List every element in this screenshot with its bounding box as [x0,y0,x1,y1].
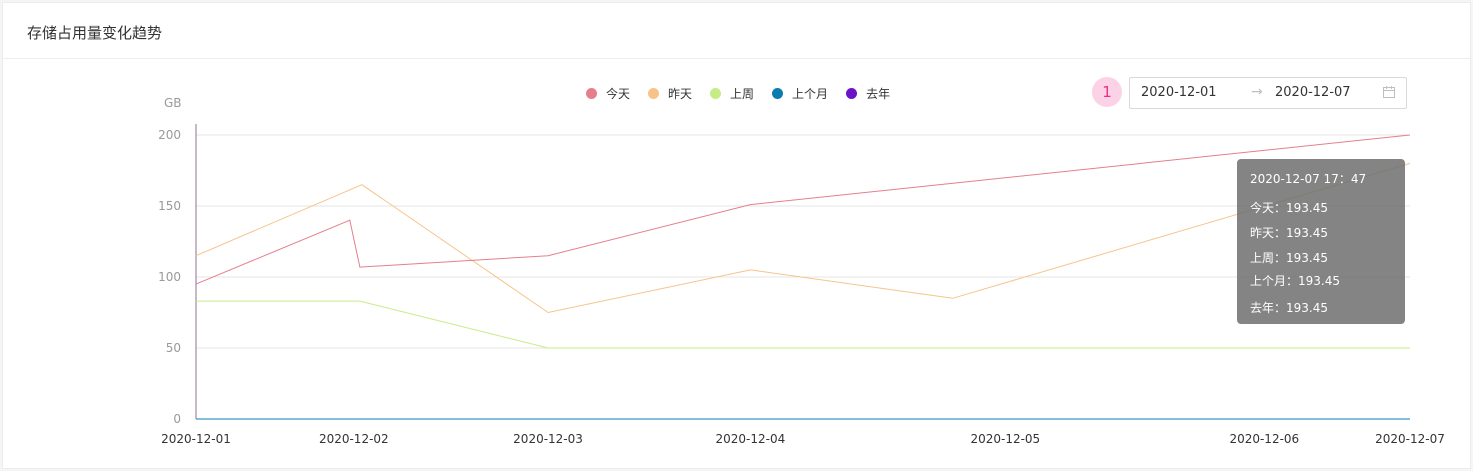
y-axis-unit: GB [164,96,182,110]
tooltip-row-last-year: 去年：193.45 [1250,301,1328,315]
series-line-0 [195,134,1411,285]
legend-dot-last-year [846,87,858,99]
tooltip-row-today: 今天：193.45 [1250,201,1328,215]
y-tick-label-200: 200 [158,128,181,142]
legend-label-last-month: 上个月 [792,86,829,101]
legend-item-last-year[interactable]: 去年 [846,85,890,102]
x-tick-label-5: 2020-12-06 [1229,432,1299,446]
calendar-icon[interactable] [1382,85,1396,99]
legend-item-last-month[interactable]: 上个月 [772,85,828,102]
y-tick-label-0: 0 [173,412,181,426]
legend-label-yesterday: 昨天 [668,86,693,101]
legend-item-yesterday[interactable]: 昨天 [648,85,692,102]
date-range-picker[interactable]: 2020-12-01 → 2020-12-07 [1129,77,1407,109]
legend-label-last-year: 去年 [866,86,891,101]
x-tick-label-0: 2020-12-01 [161,432,231,446]
card-title: 存储占用量变化趋势 [27,24,163,42]
x-tick-label-6: 2020-12-07 [1375,432,1445,446]
range-start-input[interactable]: 2020-12-01 [1141,85,1217,100]
tooltip-row-last-month: 上个月：193.45 [1250,274,1340,288]
legend-item-today[interactable]: 今天 [586,85,630,102]
y-tick-label-150: 150 [158,199,181,213]
y-tick-label-100: 100 [158,270,181,284]
legend-label-today: 今天 [606,86,631,101]
x-tick-label-1: 2020-12-02 [319,432,389,446]
legend-dot-last-month [772,87,784,99]
legend-label-last-week: 上周 [730,86,755,101]
y-tick-label-50: 50 [166,341,181,355]
x-tick-label-2: 2020-12-03 [513,432,583,446]
chart-legend: 今天 昨天 上周 上个月 去年 [586,84,908,102]
range-end-input[interactable]: 2020-12-07 [1275,85,1351,100]
tooltip-row-yesterday: 昨天：193.45 [1250,226,1328,240]
x-tick-label-4: 2020-12-05 [970,432,1040,446]
legend-dot-today [586,87,597,99]
chart-tooltip: 2020-12-07 17：47 今天：193.45 昨天：193.45 上周：… [1237,159,1405,324]
x-tick-label-3: 2020-12-04 [716,432,786,446]
number-badge: 1 [1092,77,1122,107]
tooltip-title: 2020-12-07 17：47 [1250,172,1367,186]
range-separator: → [1251,84,1263,100]
series-line-2 [196,300,1410,349]
legend-dot-last-week [710,87,722,99]
tooltip-row-last-week: 上周：193.45 [1250,251,1328,265]
card-header: 存储占用量变化趋势 [3,3,1470,59]
legend-dot-yesterday [648,87,660,99]
series-line-1 [195,162,1411,314]
legend-item-last-week[interactable]: 上周 [710,85,754,102]
